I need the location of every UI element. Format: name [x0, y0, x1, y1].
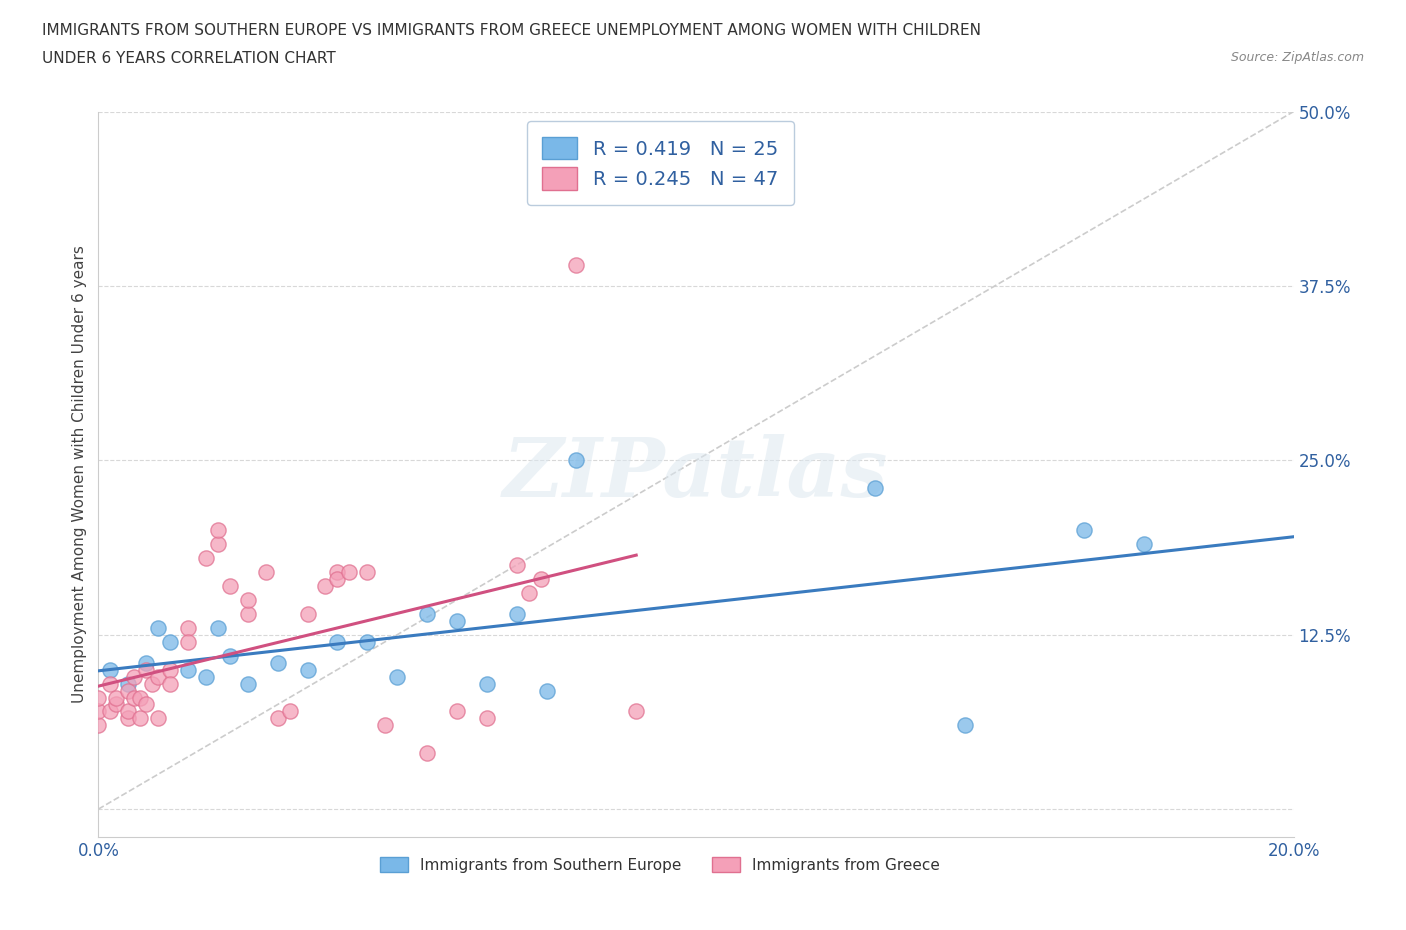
- Point: [565, 258, 588, 272]
- Point: [148, 670, 170, 684]
- Point: [297, 662, 319, 677]
- Point: [446, 704, 468, 719]
- Point: [475, 676, 498, 691]
- Point: [207, 620, 229, 635]
- Point: [219, 578, 242, 593]
- Point: [416, 746, 439, 761]
- Point: [374, 718, 396, 733]
- Point: [446, 614, 468, 629]
- Point: [326, 634, 349, 649]
- Point: [536, 684, 558, 698]
- Point: [87, 718, 110, 733]
- Point: [517, 586, 540, 601]
- Point: [506, 606, 529, 621]
- Point: [297, 606, 319, 621]
- Point: [506, 558, 529, 573]
- Point: [953, 718, 976, 733]
- Point: [530, 571, 553, 587]
- Point: [475, 711, 498, 726]
- Point: [98, 676, 122, 691]
- Point: [129, 690, 152, 705]
- Point: [135, 662, 157, 677]
- Text: UNDER 6 YEARS CORRELATION CHART: UNDER 6 YEARS CORRELATION CHART: [42, 51, 336, 66]
- Point: [326, 571, 349, 587]
- Point: [195, 670, 218, 684]
- Point: [177, 620, 200, 635]
- Point: [267, 656, 290, 671]
- Point: [236, 676, 259, 691]
- Point: [148, 711, 170, 726]
- Point: [148, 620, 170, 635]
- Point: [1073, 523, 1095, 538]
- Point: [159, 662, 181, 677]
- Point: [98, 662, 122, 677]
- Point: [87, 690, 110, 705]
- Point: [565, 453, 588, 468]
- Point: [117, 711, 139, 726]
- Point: [865, 481, 887, 496]
- Point: [135, 656, 157, 671]
- Point: [626, 704, 648, 719]
- Point: [339, 565, 361, 579]
- Point: [1133, 537, 1156, 551]
- Point: [278, 704, 301, 719]
- Point: [315, 578, 337, 593]
- Point: [159, 676, 181, 691]
- Point: [195, 551, 218, 565]
- Point: [87, 704, 110, 719]
- Point: [236, 592, 259, 607]
- Point: [267, 711, 290, 726]
- Point: [129, 711, 152, 726]
- Legend: Immigrants from Southern Europe, Immigrants from Greece: Immigrants from Southern Europe, Immigra…: [373, 849, 948, 880]
- Point: [141, 676, 163, 691]
- Point: [207, 537, 229, 551]
- Point: [219, 648, 242, 663]
- Point: [416, 606, 439, 621]
- Text: ZIPatlas: ZIPatlas: [503, 434, 889, 514]
- Point: [117, 704, 139, 719]
- Y-axis label: Unemployment Among Women with Children Under 6 years: Unemployment Among Women with Children U…: [72, 246, 87, 703]
- Point: [177, 662, 200, 677]
- Point: [326, 565, 349, 579]
- Point: [105, 698, 128, 712]
- Point: [105, 690, 128, 705]
- Text: Source: ZipAtlas.com: Source: ZipAtlas.com: [1230, 51, 1364, 64]
- Point: [124, 690, 146, 705]
- Point: [159, 634, 181, 649]
- Point: [117, 676, 139, 691]
- Point: [254, 565, 277, 579]
- Text: IMMIGRANTS FROM SOUTHERN EUROPE VS IMMIGRANTS FROM GREECE UNEMPLOYMENT AMONG WOM: IMMIGRANTS FROM SOUTHERN EUROPE VS IMMIG…: [42, 23, 981, 38]
- Point: [356, 634, 378, 649]
- Point: [135, 698, 157, 712]
- Point: [356, 565, 378, 579]
- Point: [177, 634, 200, 649]
- Point: [385, 670, 409, 684]
- Point: [207, 523, 229, 538]
- Point: [117, 684, 139, 698]
- Point: [236, 606, 259, 621]
- Point: [98, 704, 122, 719]
- Point: [124, 670, 146, 684]
